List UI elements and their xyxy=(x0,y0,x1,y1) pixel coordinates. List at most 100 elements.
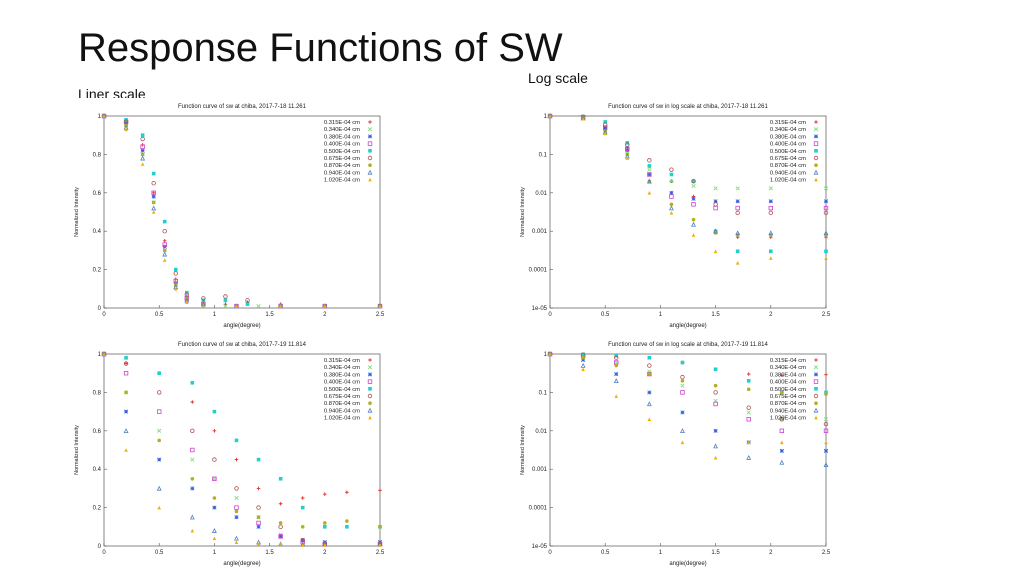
x-tick-label: 0 xyxy=(102,550,106,556)
data-point xyxy=(823,462,829,468)
legend-marker xyxy=(367,365,373,370)
legend-label: 0.315E-04 cm xyxy=(324,120,360,126)
legend-label: 0.675E-04 cm xyxy=(770,156,806,162)
data-point xyxy=(768,205,773,211)
data-point xyxy=(646,401,652,407)
legend-label: 0.400E-04 cm xyxy=(770,142,806,148)
data-point xyxy=(300,543,305,547)
data-point xyxy=(647,372,652,376)
data-point xyxy=(212,476,217,481)
legend-label: 0.500E-04 cm xyxy=(770,387,806,393)
data-point xyxy=(300,525,305,529)
data-point xyxy=(823,448,829,453)
data-point xyxy=(824,392,828,396)
log-scale-label: Log scale xyxy=(528,70,588,86)
legend-marker xyxy=(814,358,818,362)
data-point xyxy=(234,515,239,520)
data-point xyxy=(124,356,128,360)
legend: 0.315E-04 cm0.340E-04 cm0.380E-04 cm 0.40… xyxy=(324,358,373,422)
data-point xyxy=(603,120,607,124)
data-point xyxy=(823,417,829,422)
legend-marker xyxy=(813,134,819,139)
data-point xyxy=(124,127,128,132)
data-point xyxy=(278,542,283,546)
legend-label: 0.400E-04 cm xyxy=(324,142,360,148)
data-point xyxy=(691,179,696,184)
chart-linear-2017-7-19: Function curve of sw at chiba, 2017-7-19… xyxy=(68,336,390,572)
data-point xyxy=(769,249,773,254)
data-point xyxy=(680,360,685,365)
data-point xyxy=(201,302,206,306)
data-point xyxy=(173,287,178,291)
data-point xyxy=(151,210,156,214)
data-point xyxy=(768,199,773,204)
data-point xyxy=(680,383,685,388)
data-point xyxy=(647,363,652,368)
y-tick-label: 0.8 xyxy=(93,152,102,158)
data-point xyxy=(190,400,195,404)
data-point xyxy=(780,440,784,445)
data-point xyxy=(680,374,685,380)
data-point xyxy=(691,196,696,201)
data-point xyxy=(123,119,129,124)
data-point xyxy=(647,390,652,395)
data-point xyxy=(234,486,239,491)
data-point xyxy=(735,205,740,211)
data-point xyxy=(647,172,652,177)
data-point xyxy=(256,486,261,491)
y-tick-label: 1 xyxy=(544,352,548,358)
y-tick-label: 0.001 xyxy=(532,229,548,235)
data-point xyxy=(614,360,619,365)
data-point xyxy=(140,144,145,149)
x-tick-label: 1.5 xyxy=(265,312,274,318)
series-0-675E-04-cm xyxy=(101,351,383,547)
data-point xyxy=(123,428,129,433)
data-point xyxy=(780,373,784,378)
data-point xyxy=(190,477,195,481)
data-point xyxy=(547,113,553,119)
data-point xyxy=(323,492,327,496)
data-point xyxy=(234,304,239,308)
legend-label: 0.400E-04 cm xyxy=(324,380,360,386)
data-point xyxy=(323,521,327,525)
legend-label: 0.500E-04 cm xyxy=(770,149,806,155)
data-point xyxy=(691,217,696,222)
data-point xyxy=(823,186,829,191)
x-tick-label: 1 xyxy=(213,550,217,556)
legend-marker xyxy=(368,149,372,153)
data-point xyxy=(647,369,652,374)
data-point xyxy=(278,304,283,308)
data-point xyxy=(735,210,740,216)
data-point xyxy=(140,148,145,153)
data-point xyxy=(223,294,228,299)
data-point xyxy=(256,515,261,519)
data-point xyxy=(823,205,829,211)
data-point xyxy=(746,417,751,422)
data-point xyxy=(162,239,167,243)
legend-label: 0.380E-04 cm xyxy=(324,372,360,378)
y-axis-label: Normalized Intensity xyxy=(74,187,80,237)
data-point xyxy=(173,267,178,272)
chart-log-2017-7-19: Function curve of sw in log scale at chi… xyxy=(514,336,836,572)
legend-marker xyxy=(368,415,372,420)
data-point xyxy=(190,428,195,433)
x-tick-label: 2.5 xyxy=(822,312,831,318)
legend-marker xyxy=(367,141,373,146)
legend-marker xyxy=(813,407,819,413)
data-point xyxy=(824,440,828,445)
slide-title: Response Functions of SW xyxy=(78,26,563,70)
series-1-020E-04-cm xyxy=(548,114,828,265)
legend-label: 0.400E-04 cm xyxy=(770,380,806,386)
data-point xyxy=(256,457,261,462)
series-1-020E-04-cm xyxy=(102,352,382,547)
data-point xyxy=(625,156,630,160)
data-point xyxy=(102,352,106,356)
chart-title: Function curve of sw in log scale at chi… xyxy=(608,104,768,110)
data-point xyxy=(157,409,162,414)
data-point xyxy=(680,440,685,445)
data-point xyxy=(647,355,652,360)
data-point xyxy=(823,421,829,427)
data-point xyxy=(691,179,696,184)
data-point xyxy=(162,219,167,224)
x-tick-label: 1 xyxy=(659,312,663,318)
